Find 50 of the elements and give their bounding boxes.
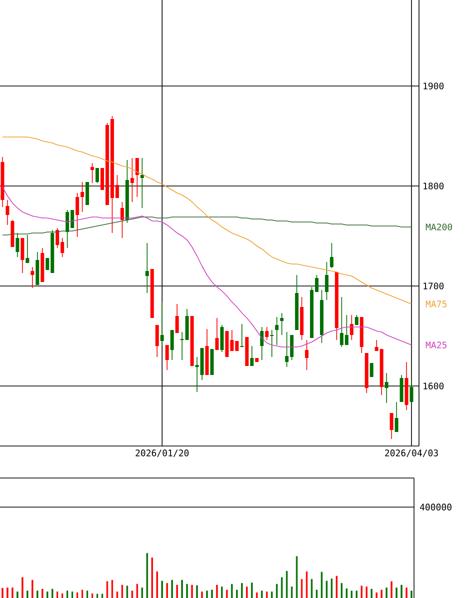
candlestick	[330, 242, 334, 268]
candlestick	[96, 168, 100, 184]
y-tick-label: 1700	[424, 282, 444, 290]
x-tick-label: 2026/01/20	[136, 450, 189, 458]
candlestick	[26, 234, 30, 264]
candlestick	[265, 326, 269, 340]
candlestick	[410, 380, 414, 402]
candlestick	[305, 340, 309, 370]
series-label: MA75	[426, 300, 446, 308]
candlestick	[155, 324, 159, 358]
candlestick	[384, 372, 388, 404]
candlestick	[90, 162, 94, 184]
candlestick	[76, 192, 80, 238]
y-tick-label: 1800	[424, 182, 444, 190]
candlestick	[30, 266, 34, 288]
y-tick-label: 1900	[424, 82, 444, 90]
candlestick	[165, 344, 169, 370]
series-label: MA200	[426, 224, 452, 230]
candlestick	[370, 363, 374, 377]
candlestick	[160, 302, 164, 346]
candlestick	[400, 374, 404, 402]
candlestick	[120, 202, 124, 238]
candlestick	[324, 262, 328, 300]
y-tick-label: 1600	[424, 382, 444, 390]
candlestick	[86, 182, 90, 205]
candlestick	[140, 158, 144, 208]
candlestick	[350, 314, 354, 340]
candlestick	[354, 314, 358, 326]
candlestick	[16, 232, 20, 258]
candlestick	[270, 330, 274, 358]
candlestick	[215, 318, 219, 350]
candlestick	[260, 326, 264, 360]
candlestick	[240, 324, 244, 348]
candlestick	[170, 330, 174, 360]
candlestick	[275, 316, 279, 346]
candlestick	[135, 158, 139, 198]
series-label: MA25	[426, 342, 446, 348]
candlestick	[6, 200, 10, 226]
text: 400000	[420, 504, 452, 510]
candlestick	[250, 346, 254, 366]
candlestick	[145, 242, 149, 294]
candlestick	[280, 312, 284, 336]
candlestick	[80, 182, 84, 212]
candlestick	[175, 304, 179, 334]
candlestick	[394, 402, 398, 432]
candlestick	[220, 324, 224, 352]
candlestick	[130, 158, 134, 202]
candlestick	[390, 412, 394, 440]
candlestick	[20, 238, 24, 274]
x-tick-label: 2026/04/03	[385, 450, 438, 458]
